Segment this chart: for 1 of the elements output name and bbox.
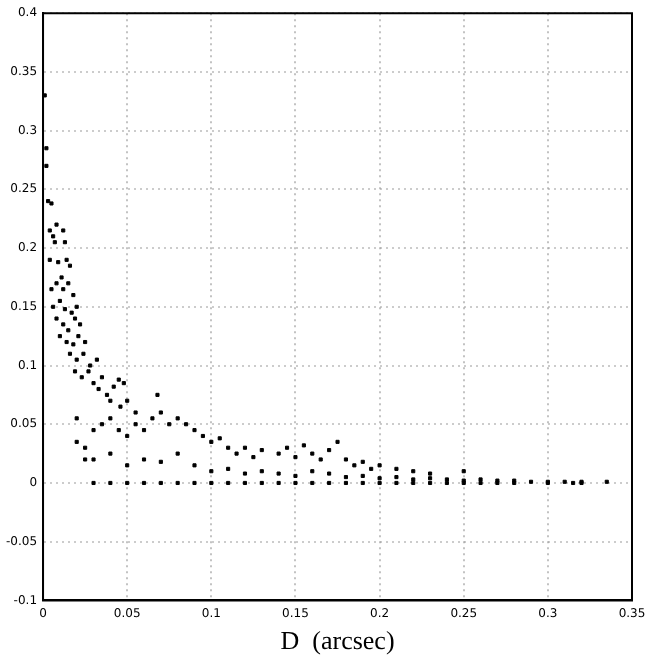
x-axis-title: D (arcsec) xyxy=(280,625,395,656)
